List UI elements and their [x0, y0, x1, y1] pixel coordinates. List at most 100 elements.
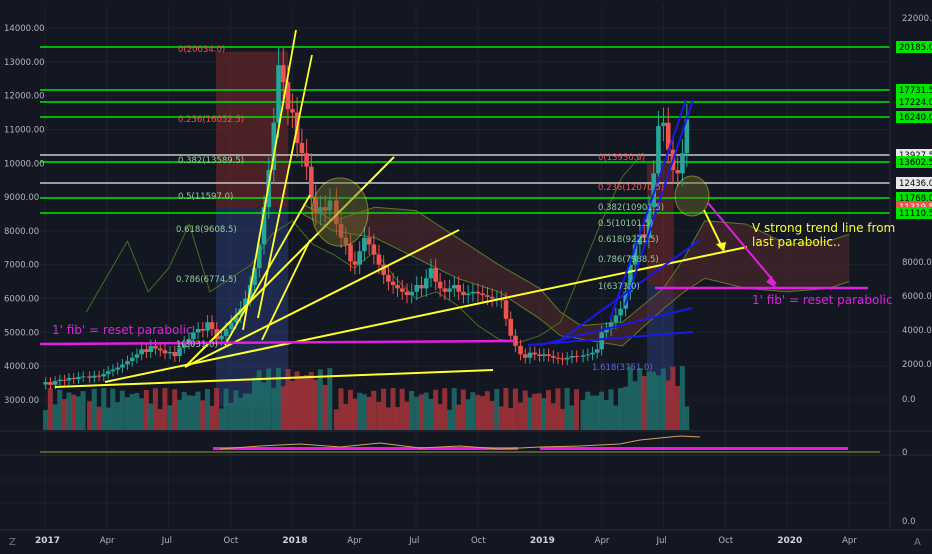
volume-bar [418, 394, 424, 430]
left-axis-tick-label: 6000.00 [4, 295, 39, 305]
volume-bar [228, 402, 234, 430]
volume-bar [233, 390, 239, 430]
candle-body [599, 332, 604, 350]
candle-body [618, 308, 623, 316]
price-badge [896, 111, 932, 123]
volume-bar [684, 406, 690, 430]
volume-bar [569, 405, 575, 430]
volume-bar [527, 397, 533, 430]
candle-body [628, 264, 633, 292]
right-axis-tick-label: 2000.0 [902, 360, 932, 370]
price-badge [896, 156, 932, 168]
candle-body [48, 382, 53, 385]
volume-bar [139, 398, 145, 430]
volume-bar [110, 388, 116, 430]
left-axis-tick-label: 13000.00 [4, 58, 45, 68]
volume-bar [47, 388, 53, 430]
volume-bar [275, 368, 281, 430]
candle-body [632, 244, 638, 265]
volume-bar [423, 392, 429, 430]
z-icon[interactable]: Z [9, 537, 16, 548]
candle-body [92, 375, 97, 378]
x-axis-tick-label: Oct [224, 536, 239, 546]
price-badge [896, 41, 932, 53]
volume-bar [637, 368, 643, 430]
candle-body [313, 197, 319, 214]
volume-bar [280, 386, 286, 430]
volume-bar [564, 388, 570, 430]
oscillator-band-1 [213, 447, 518, 450]
left-axis-tick-label: 7000.00 [4, 261, 39, 271]
volume-bar [209, 405, 215, 430]
volume-bar [580, 400, 586, 430]
volume-bar [186, 395, 192, 430]
volume-bar [91, 388, 97, 430]
volume-bar [152, 388, 158, 430]
candle-body [665, 122, 671, 150]
candle-body [569, 356, 575, 358]
left-axis-tick-label: 10000.00 [4, 159, 45, 169]
volume-bar [665, 380, 671, 430]
volume-bar [550, 403, 556, 430]
left-axis-tick-label: 4000.00 [4, 362, 39, 372]
candle-body [318, 207, 323, 214]
volume-bar [261, 382, 267, 430]
fib-label-2017: 0(20034.0) [178, 45, 225, 55]
volume-bar [285, 369, 291, 430]
fib-label-2019: 1(6373.0) [598, 282, 640, 292]
volume-bar [632, 381, 638, 430]
fib-label-2017: 0.236(16052.5) [178, 115, 244, 125]
oscillator-panel [0, 430, 932, 504]
volume-bar [480, 396, 486, 430]
volume-bar [460, 389, 466, 430]
volume-bar [589, 395, 595, 430]
candle-body [219, 335, 224, 340]
candle-body [608, 322, 614, 329]
candle-body [513, 335, 518, 346]
volume-bar [660, 368, 666, 430]
candle-body [334, 200, 339, 225]
price-badge-label: 13602.5 [899, 158, 932, 168]
candle-body [338, 224, 344, 238]
candle-body [541, 354, 547, 357]
candle-body [177, 347, 182, 357]
candle-body [508, 318, 514, 336]
volume-bar [623, 386, 629, 430]
candle-body [172, 351, 178, 357]
annotation-right-reset: 1' fib' = reset parabolic [752, 293, 893, 307]
oscillator-band-2 [540, 447, 848, 450]
price-badge-label: 20185.0 [899, 43, 932, 53]
price-badge-label: 17731.5 [899, 86, 932, 96]
candle-body [43, 382, 48, 385]
volume-bar [404, 401, 410, 430]
volume-bar [134, 392, 140, 430]
price-badge [896, 84, 932, 96]
candle-body [404, 291, 410, 296]
candle-body [276, 65, 281, 123]
x-axis-tick-label: Jul [656, 536, 667, 546]
trend-line-yellow-long [104, 246, 748, 383]
left-axis-tick-label: 8000.00 [4, 227, 39, 237]
candle-body [87, 376, 92, 378]
candle-body [518, 345, 523, 355]
auto-scale-icon[interactable]: A [914, 537, 921, 548]
volume-bar [204, 389, 210, 430]
candle-body [261, 207, 267, 245]
volume-bar [176, 399, 182, 430]
candle-body [139, 349, 144, 355]
svg-text:A: A [914, 537, 921, 548]
candle-body [105, 371, 111, 374]
candle-body [522, 354, 528, 358]
candle-body [580, 355, 586, 357]
candle-body [527, 352, 533, 358]
candle-body [409, 291, 415, 296]
volume-bar [119, 390, 125, 430]
candle-body [437, 281, 443, 289]
highlight-circle-2019 [674, 175, 710, 217]
trend-line-yellow-6 [257, 54, 313, 319]
volume-bar [148, 403, 154, 430]
volume-bar [80, 391, 86, 430]
